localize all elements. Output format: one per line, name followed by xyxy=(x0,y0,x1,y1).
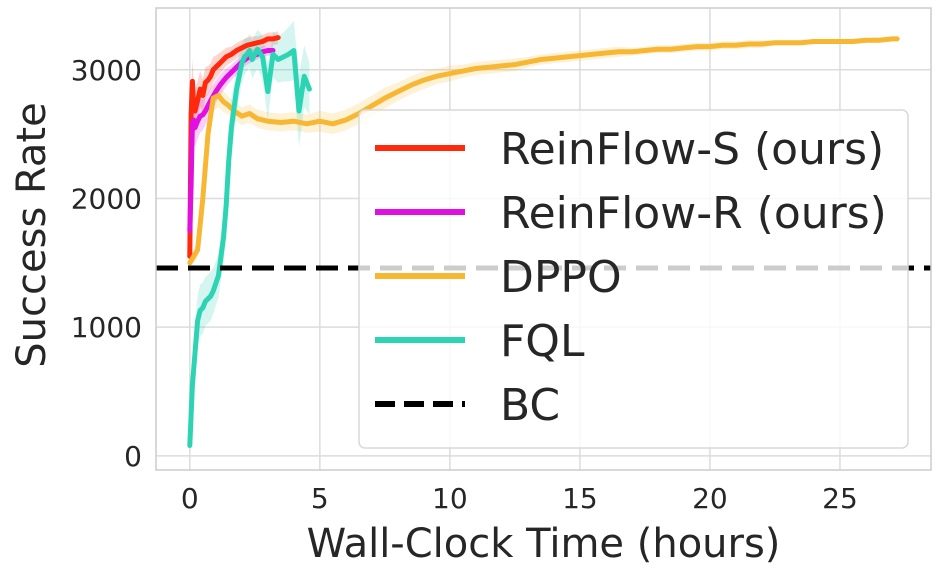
x-tick-label: 15 xyxy=(562,482,598,515)
tick-labels: 0 5 10 15 20 25 0 1000 2000 3000 xyxy=(71,54,858,515)
legend-label-bc: BC xyxy=(500,380,560,431)
legend-box xyxy=(358,109,909,449)
x-axis-label: Wall-Clock Time (hours) xyxy=(307,521,781,567)
y-tick-label: 3000 xyxy=(71,54,142,87)
legend-label-reinflow-r-ours: ReinFlow-R (ours) xyxy=(500,188,887,239)
plot-frame xyxy=(155,7,932,471)
legend-label-reinflow-s-ours: ReinFlow-S (ours) xyxy=(500,124,884,175)
x-tick-label: 20 xyxy=(692,482,728,515)
legend-label-dppo: DPPO xyxy=(500,252,622,303)
y-axis-label: Success Rate xyxy=(9,102,55,367)
band-reinflow-r-ours xyxy=(189,45,273,244)
legend: ReinFlow-S (ours) ReinFlow-R (ours) DPPO FQ… xyxy=(358,109,909,449)
series-line-dppo xyxy=(187,36,900,266)
series-line-reinflow-s-ours xyxy=(187,35,281,259)
y-tick-label: 2000 xyxy=(71,182,142,215)
x-tick-label: 10 xyxy=(432,482,468,515)
y-tick-label: 0 xyxy=(124,440,142,473)
band-fql xyxy=(189,20,310,449)
confidence-bands xyxy=(189,20,898,449)
x-tick-label: 0 xyxy=(181,482,199,515)
x-tick-label: 25 xyxy=(822,482,858,515)
legend-label-fql: FQL xyxy=(500,316,585,367)
y-tick-label: 1000 xyxy=(71,311,142,344)
series-line-fql xyxy=(187,46,312,448)
series-lines xyxy=(187,35,900,448)
x-tick-label: 5 xyxy=(311,482,329,515)
